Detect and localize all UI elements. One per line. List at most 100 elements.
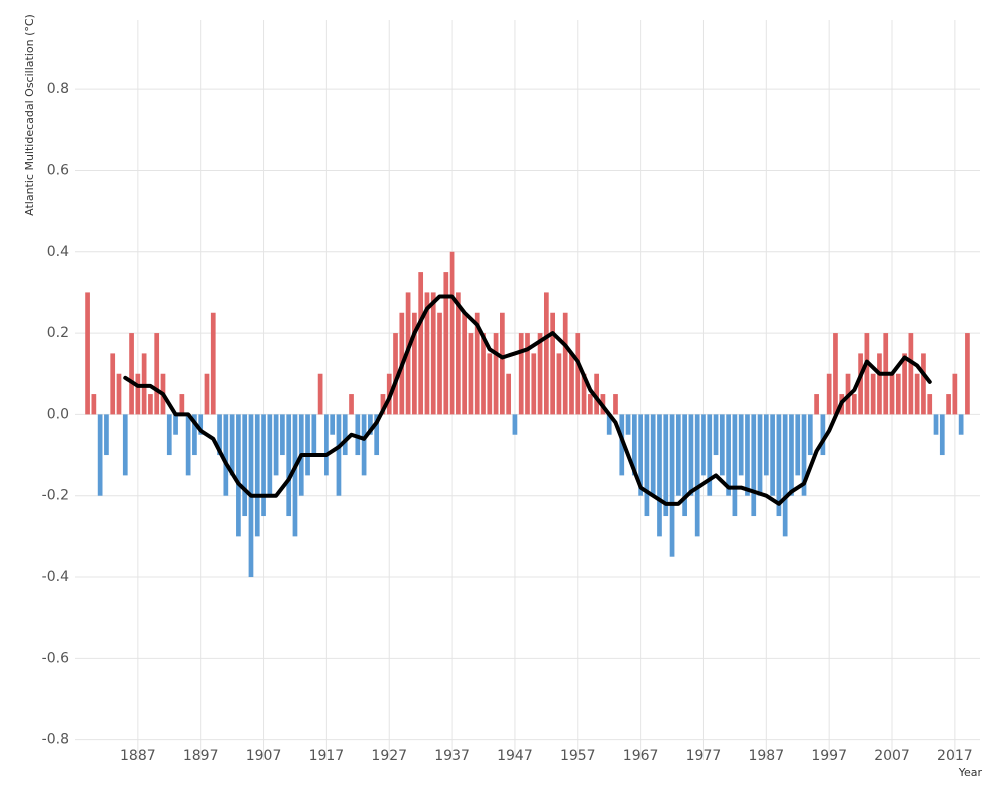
bar — [393, 333, 398, 415]
bar — [481, 333, 486, 415]
bar — [682, 414, 687, 517]
bar — [675, 414, 681, 496]
y-tick-label: 0.6 — [47, 162, 69, 178]
bar — [330, 414, 336, 435]
bar — [305, 414, 310, 476]
bar — [569, 353, 574, 415]
bar — [537, 333, 543, 415]
bar — [726, 414, 731, 496]
bar — [531, 353, 537, 415]
x-tick-label: 1947 — [497, 748, 533, 764]
x-tick-label: 1917 — [309, 748, 345, 764]
bar — [939, 414, 945, 456]
bar — [449, 251, 455, 415]
bar — [261, 414, 266, 517]
bar — [217, 414, 222, 456]
bar — [468, 333, 474, 415]
bar — [324, 414, 329, 476]
bar — [921, 353, 926, 415]
smoothed-line — [123, 294, 932, 506]
bar — [864, 333, 870, 415]
bar — [311, 414, 317, 456]
y-tick-label: -0.4 — [42, 569, 69, 585]
x-tick-label: 1957 — [560, 748, 596, 764]
bar — [738, 414, 744, 476]
bar — [91, 394, 97, 415]
bar — [506, 373, 512, 415]
bar — [663, 414, 669, 517]
bar — [129, 333, 134, 415]
bar — [619, 414, 625, 476]
bar — [644, 414, 650, 517]
bar — [732, 414, 738, 517]
bar — [273, 414, 279, 476]
bar — [122, 414, 128, 476]
bar — [141, 353, 147, 415]
bar — [669, 414, 675, 557]
bar — [292, 414, 298, 537]
bar — [456, 292, 461, 415]
bar — [525, 333, 530, 415]
x-tick-label: 1897 — [183, 748, 219, 764]
y-tick-label: -0.6 — [42, 650, 69, 666]
bar — [116, 373, 122, 415]
bar — [368, 414, 373, 435]
bar — [657, 414, 662, 537]
bar — [135, 373, 141, 415]
bar — [254, 414, 260, 537]
bar — [412, 312, 417, 415]
bar — [493, 333, 499, 415]
x-tick-label: 1937 — [434, 748, 470, 764]
bar — [782, 414, 788, 537]
bar — [148, 394, 153, 415]
y-tick-label: -0.8 — [42, 732, 69, 748]
bar — [914, 373, 920, 415]
bar — [908, 333, 914, 415]
bar — [833, 333, 838, 415]
x-tick-label: 1907 — [246, 748, 282, 764]
bar — [902, 353, 907, 415]
bar — [870, 373, 876, 415]
bar — [594, 373, 599, 415]
bar — [185, 414, 191, 476]
y-tick-label: 0.8 — [47, 81, 69, 97]
bar — [462, 312, 468, 415]
bar — [795, 414, 801, 476]
bar — [757, 414, 763, 496]
bar — [437, 312, 442, 415]
bar — [751, 414, 757, 517]
bar — [826, 373, 832, 415]
bar — [154, 333, 160, 415]
bar — [474, 312, 480, 415]
bar — [927, 394, 933, 415]
bar — [487, 353, 493, 415]
bar — [613, 394, 618, 415]
bar — [424, 292, 430, 415]
bar — [286, 414, 292, 517]
bar — [380, 394, 386, 415]
bar — [280, 414, 285, 456]
x-tick-label: 1987 — [748, 748, 784, 764]
bar — [606, 414, 612, 435]
bar — [223, 414, 229, 496]
bar — [889, 373, 895, 415]
bar — [763, 414, 769, 476]
bar — [97, 414, 103, 496]
bar — [543, 292, 549, 415]
bar — [104, 414, 109, 456]
bar — [719, 414, 725, 476]
bar — [587, 394, 593, 415]
bar — [512, 414, 518, 435]
x-axis-title: Year — [958, 766, 983, 779]
bar — [581, 373, 587, 415]
bar — [418, 272, 424, 415]
bar — [952, 373, 958, 415]
x-tick-label: 2017 — [937, 748, 973, 764]
bar — [556, 353, 562, 415]
bar — [958, 414, 964, 435]
bar — [770, 414, 775, 496]
bar — [877, 353, 882, 415]
bar — [933, 414, 939, 435]
bar — [179, 394, 185, 415]
